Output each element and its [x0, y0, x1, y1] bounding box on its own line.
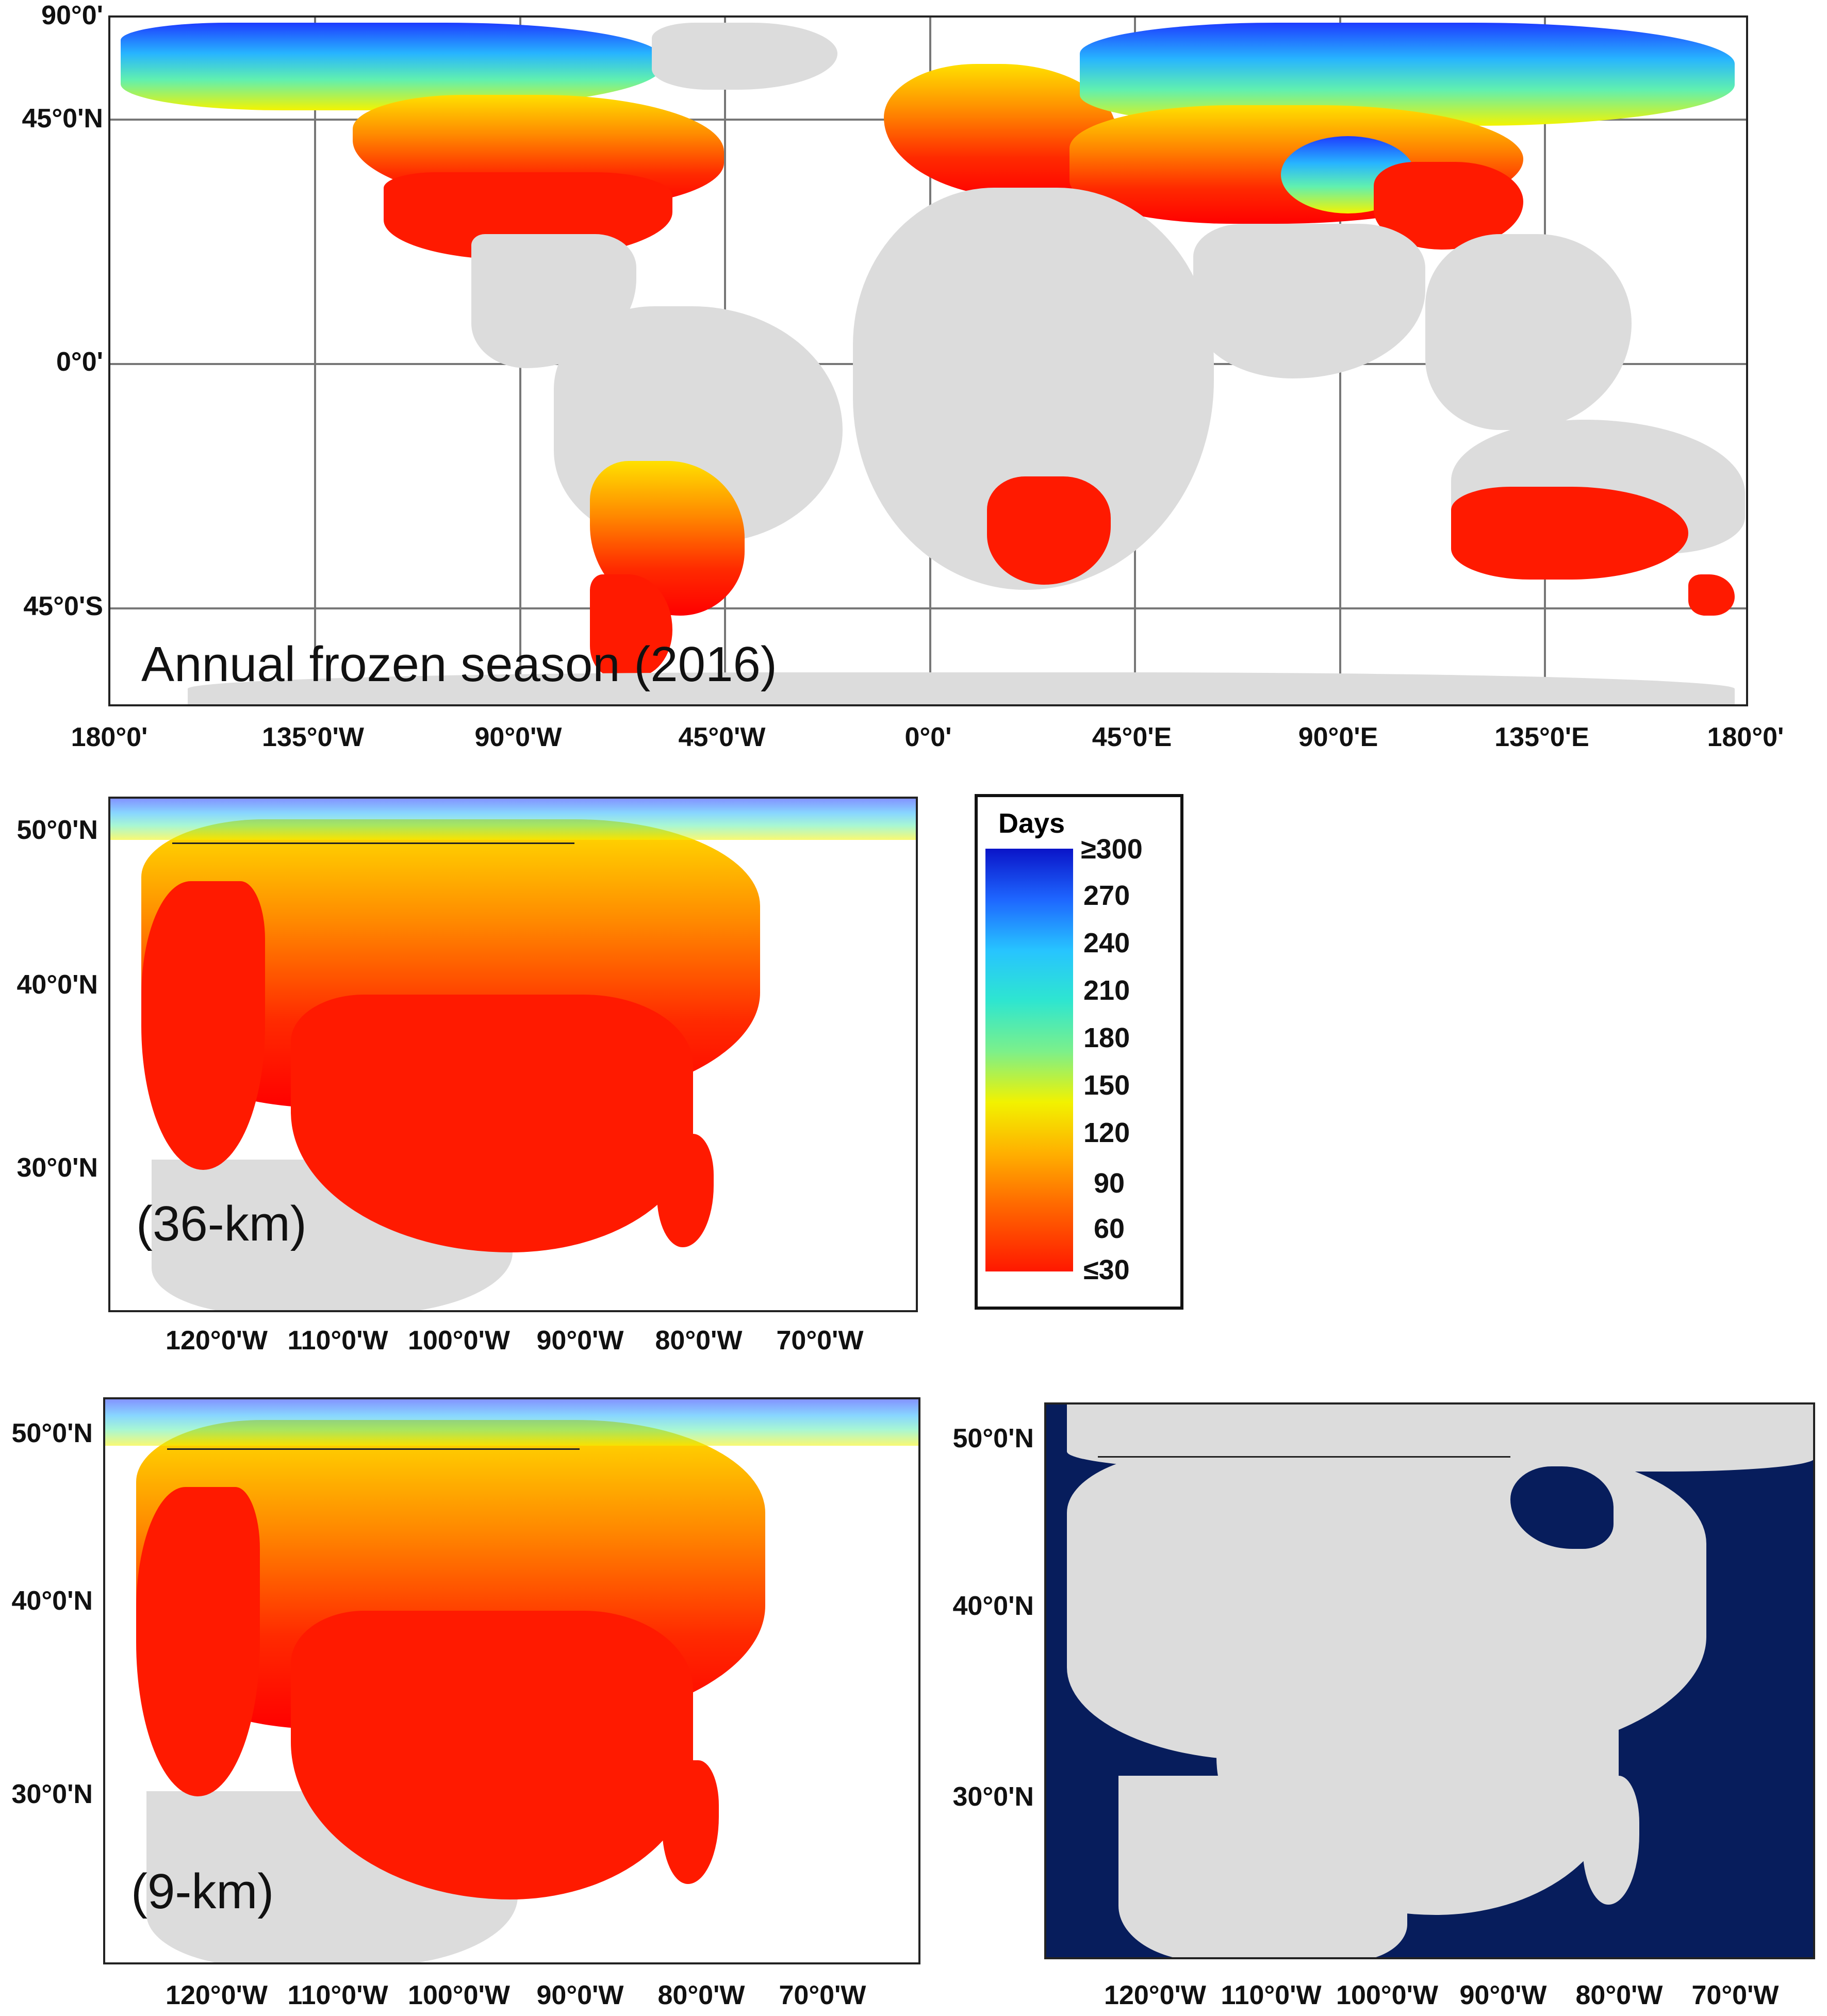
legend-tick-30: ≤30: [1083, 1254, 1130, 1285]
mask-xtick-70: 70°0'W: [1691, 1980, 1779, 2010]
c36-xtick-80: 80°0'W: [655, 1326, 743, 1356]
top-map-label: Annual frozen season (2016): [141, 637, 777, 692]
legend-title: Days: [998, 808, 1065, 839]
c9-xtick-110: 110°0'W: [287, 1980, 388, 2010]
legend-tick-240: 240: [1083, 928, 1130, 959]
southern-africa: [987, 476, 1111, 585]
c36-xtick-120: 120°0'W: [166, 1326, 268, 1356]
c36-xtick-110: 110°0'W: [287, 1326, 388, 1356]
conus-9km-label: (9-km): [131, 1864, 274, 1919]
top-xtick-135e: 135°0'E: [1494, 722, 1589, 752]
gridline-135w: [314, 18, 316, 704]
conus-9km-map: (9-km): [103, 1397, 920, 1964]
border-49n-36km: [172, 842, 574, 844]
mask-ytick-50: 50°0'N: [952, 1424, 1034, 1453]
southeast-asia: [1425, 234, 1632, 430]
c9-xtick-70: 70°0'W: [779, 1980, 866, 2010]
c9-ytick-40: 40°0'N: [11, 1586, 93, 1616]
top-xtick-45w: 45°0'W: [678, 722, 766, 752]
top-ytick-0: 0°0': [56, 347, 103, 377]
top-xtick-180w: 180°0': [71, 722, 148, 752]
antarctica: [188, 672, 1735, 704]
border-49n-mask: [1098, 1456, 1510, 1458]
mask-xtick-120: 120°0'W: [1104, 1980, 1206, 2010]
c36-ytick-30: 30°0'N: [17, 1153, 98, 1183]
conus-9km-south: [291, 1611, 693, 1899]
top-xtick-45e: 45°0'E: [1092, 722, 1172, 752]
mask-ytick-30: 30°0'N: [952, 1782, 1034, 1812]
global-map: Annual frozen season (2016): [108, 15, 1748, 706]
legend-color-bar: [985, 849, 1073, 1271]
top-xtick-135w: 135°0'W: [262, 722, 364, 752]
c9-ytick-30: 30°0'N: [11, 1779, 93, 1809]
south-asia: [1193, 224, 1425, 378]
conus-36km-south: [291, 995, 693, 1252]
legend-tick-210: 210: [1083, 975, 1130, 1006]
top-ytick-45s: 45°0'S: [23, 591, 103, 621]
top-ytick-45n: 45°0'N: [22, 104, 103, 134]
top-xtick-90w: 90°0'W: [474, 722, 562, 752]
australia-south: [1451, 487, 1688, 580]
legend-tick-90: 90: [1094, 1168, 1125, 1199]
conus-36km-west: [141, 881, 265, 1170]
mask-xtick-90: 90°0'W: [1459, 1980, 1547, 2010]
florida-9km: [662, 1760, 719, 1884]
top-xtick-0: 0°0': [904, 722, 952, 752]
greenland: [652, 23, 837, 90]
patagonia: [590, 574, 672, 677]
mexico-mask: [1118, 1776, 1407, 1957]
c36-ytick-50: 50°0'N: [17, 815, 98, 845]
top-ytick-90: 90°0': [41, 1, 103, 30]
c9-ytick-50: 50°0'N: [11, 1418, 93, 1448]
c36-xtick-70: 70°0'W: [776, 1326, 864, 1356]
c36-xtick-100: 100°0'W: [408, 1326, 510, 1356]
legend-tick-270: 270: [1083, 880, 1130, 911]
mask-xtick-100: 100°0'W: [1336, 1980, 1438, 2010]
florida-36km: [657, 1134, 714, 1247]
conus-mask-map: [1044, 1402, 1815, 1959]
new-zealand: [1688, 574, 1735, 616]
legend-tick-60: 60: [1094, 1213, 1125, 1244]
c36-ytick-40: 40°0'N: [17, 970, 98, 1000]
top-xtick-180e: 180°0': [1707, 722, 1784, 752]
conus-9km-west: [136, 1487, 260, 1796]
mask-xtick-110: 110°0'W: [1221, 1980, 1322, 2010]
legend-tick-180: 180: [1083, 1022, 1130, 1053]
canada-9km: [105, 1399, 918, 1446]
conus-36km-map: (36-km): [108, 797, 918, 1312]
gridline-45s: [110, 607, 1746, 609]
color-legend: Days ≥300 270 240 210 180 150 120 90 60 …: [975, 794, 1183, 1310]
top-xtick-90e: 90°0'E: [1298, 722, 1378, 752]
legend-tick-150: 150: [1083, 1070, 1130, 1101]
c9-xtick-90: 90°0'W: [536, 1980, 624, 2010]
mask-ytick-40: 40°0'N: [952, 1591, 1034, 1621]
c9-xtick-100: 100°0'W: [408, 1980, 510, 2010]
canada-36km: [110, 799, 916, 840]
mask-xtick-80: 80°0'W: [1575, 1980, 1663, 2010]
florida-mask: [1583, 1776, 1639, 1905]
border-49n-9km: [167, 1448, 580, 1450]
legend-tick-300: ≥300: [1081, 834, 1143, 865]
c9-xtick-120: 120°0'W: [166, 1980, 268, 2010]
conus-36km-label: (36-km): [136, 1196, 307, 1251]
c9-xtick-80: 80°0'W: [657, 1980, 745, 2010]
c36-xtick-90: 90°0'W: [536, 1326, 624, 1356]
legend-tick-120: 120: [1083, 1117, 1130, 1148]
